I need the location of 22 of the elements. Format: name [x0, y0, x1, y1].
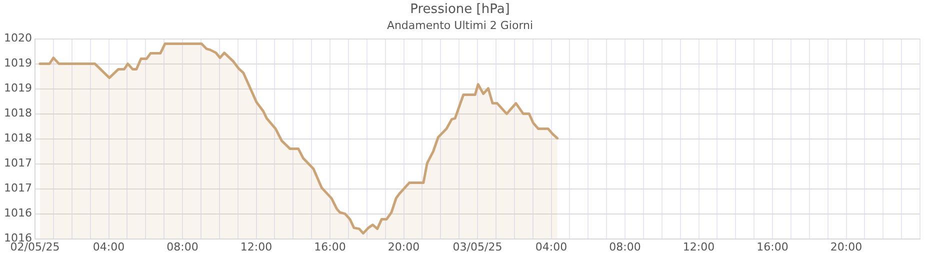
x-tick-label: 02/05/25 — [10, 240, 60, 254]
x-tick-label: 20:00 — [388, 240, 420, 254]
x-tick-label: 08:00 — [609, 240, 641, 254]
x-tick-label: 03/05/25 — [452, 240, 502, 254]
x-tick-label: 04:00 — [92, 240, 125, 254]
x-tick-label: 16:00 — [756, 240, 788, 254]
y-tick-label: 1017 — [4, 182, 32, 195]
chart-subtitle: Andamento Ultimi 2 Giorni — [386, 19, 534, 32]
x-tick-label: 12:00 — [240, 240, 272, 254]
x-tick-label: 04:00 — [535, 240, 568, 254]
y-tick-label: 1017 — [4, 156, 32, 170]
y-tick-label: 1019 — [4, 82, 32, 95]
y-tick-label: 1016 — [4, 206, 32, 220]
y-tick-label: 1019 — [4, 56, 32, 70]
y-tick-label: 1020 — [4, 32, 32, 45]
x-tick-label: 16:00 — [314, 240, 346, 254]
x-tick-label: 12:00 — [682, 240, 715, 254]
chart-title: Pressione [hPa] — [410, 2, 510, 18]
x-tick-label: 20:00 — [830, 240, 862, 254]
x-tick-label: 08:00 — [166, 240, 198, 254]
y-tick-label: 1018 — [4, 106, 32, 120]
y-tick-label: 1018 — [4, 132, 32, 145]
